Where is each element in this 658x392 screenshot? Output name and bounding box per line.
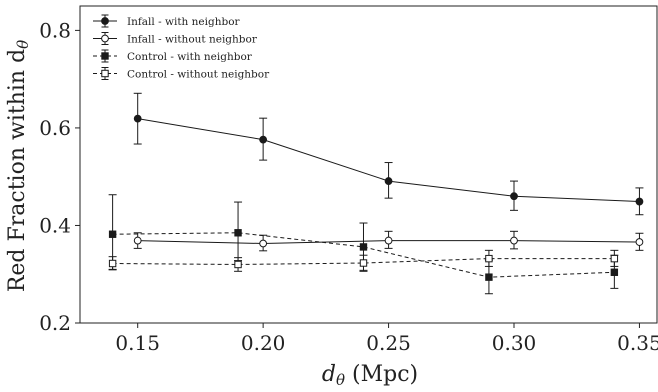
series-0-point-3 <box>510 192 518 201</box>
series-2 <box>108 194 619 295</box>
series-1-point-1 <box>259 239 268 248</box>
series-2-point-1 <box>234 229 242 237</box>
legend-item-0: Infall - with neighbor <box>93 14 241 28</box>
series-3-point-3 <box>485 254 493 263</box>
y-tick-label-3: 0.8 <box>39 18 71 42</box>
y-tick-label-0: 0.2 <box>39 311 71 335</box>
plot-area <box>79 5 658 324</box>
y-axis-label: Red Fraction within dθ <box>5 40 32 292</box>
series-0-point-2 <box>384 177 393 185</box>
x-axis-label: dθ (Mpc) <box>322 362 418 389</box>
x-tick-label-2: 0.25 <box>366 331 411 355</box>
series-2-point-3 <box>485 273 493 281</box>
series-1 <box>133 230 644 252</box>
series-0-point-0 <box>133 114 142 123</box>
y-tick-label-1: 0.4 <box>39 213 71 237</box>
x-axis-label-subscript: θ <box>336 371 345 389</box>
series-2-point-0 <box>108 230 117 238</box>
series-1-point-2 <box>384 236 393 245</box>
legend-item-2: Control - with neighbor <box>93 49 253 63</box>
legend: Infall - with neighbor Infall - without n… <box>93 14 270 81</box>
legend-marker-3 <box>101 69 109 78</box>
series-3 <box>108 249 619 272</box>
series-1-point-3 <box>510 236 518 245</box>
series-0-point-1 <box>259 135 268 144</box>
y-axis-label-text: Red Fraction within d <box>5 49 30 292</box>
plot-frame <box>79 5 658 324</box>
x-axis-label-unit: (Mpc) <box>345 362 418 387</box>
legend-marker-1 <box>101 34 109 43</box>
series-3-point-0 <box>108 259 117 268</box>
legend-label-1: Infall - without neighbor <box>127 34 258 46</box>
series-2-point-2 <box>359 243 368 251</box>
legend-item-3: Control - without neighbor <box>93 67 270 81</box>
y-tick-label-2: 0.6 <box>39 116 71 140</box>
y-axis-label-subscript: θ <box>14 40 32 49</box>
x-tick-label-4: 0.35 <box>617 331 658 355</box>
series-3-point-4 <box>610 254 619 263</box>
series-layer <box>108 92 644 295</box>
series-2-point-4 <box>610 268 619 276</box>
legend-label-3: Control - without neighbor <box>127 69 270 81</box>
x-tick-label-3: 0.30 <box>492 331 537 355</box>
series-0 <box>133 92 644 216</box>
series-3-point-1 <box>234 260 242 269</box>
series-2-line <box>112 232 615 278</box>
x-tick-label-0: 0.15 <box>115 331 160 355</box>
x-tick-label-1: 0.20 <box>241 331 286 355</box>
legend-item-1: Infall - without neighbor <box>93 32 258 46</box>
series-1-point-4 <box>635 238 644 246</box>
series-3-point-2 <box>359 259 368 267</box>
legend-label-2: Control - with neighbor <box>127 51 253 63</box>
legend-marker-0 <box>101 17 109 25</box>
legend-label-0: Infall - with neighbor <box>127 16 241 28</box>
x-axis-label-symbol: d <box>322 362 336 387</box>
legend-marker-2 <box>101 52 109 60</box>
series-1-point-0 <box>133 236 142 245</box>
axis-ticks: 0.15 0.20 0.25 0.30 0.35 0.2 0.4 0.6 0.8 <box>39 18 658 355</box>
series-0-point-4 <box>635 197 644 206</box>
